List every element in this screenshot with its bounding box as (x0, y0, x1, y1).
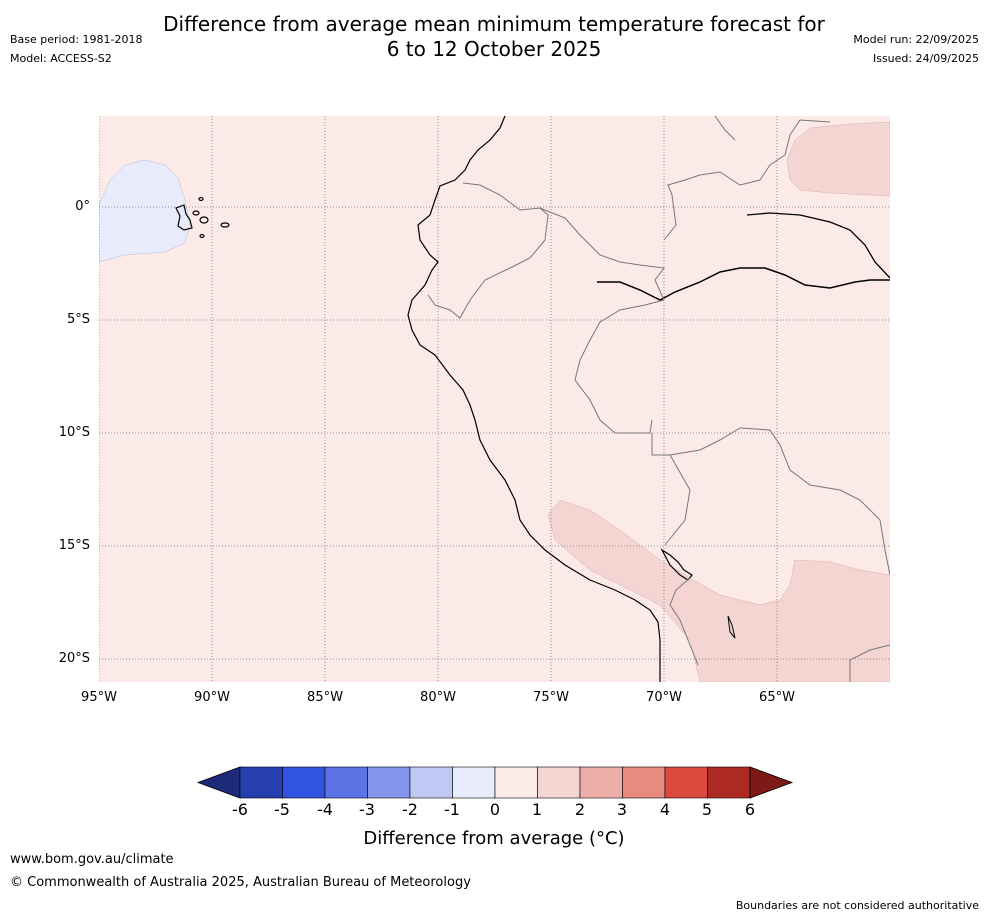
colorbar-segment (367, 766, 411, 799)
colorbar-extend-high (749, 766, 794, 799)
lon-tick: 65°W (759, 690, 795, 705)
colorbar-segment (409, 766, 453, 799)
title-line-1: Difference from average mean minimum tem… (163, 12, 825, 36)
footer-note: Boundaries are not considered authoritat… (735, 899, 979, 912)
lon-tick: 95°W (81, 690, 117, 705)
lon-tick: 70°W (646, 690, 682, 705)
colorbar-segment (452, 766, 496, 799)
footer-url[interactable]: www.bom.gov.au/climate (10, 852, 174, 867)
colorbar-segment (537, 766, 581, 799)
lon-tick: 85°W (307, 690, 343, 705)
colorbar-label: 0 (489, 800, 501, 819)
rio-negro (746, 212, 890, 279)
colorbar-label: -6 (232, 800, 248, 819)
lon-tick: 75°W (533, 690, 569, 705)
colorbar-label: -3 (359, 800, 375, 819)
colorbar-segment (622, 766, 666, 799)
issued-date: Issued: 24/09/2025 (872, 52, 979, 65)
lat-tick: 0° (75, 199, 90, 214)
colorbar-segment (239, 766, 283, 799)
colorbar-segment (579, 766, 623, 799)
colorbar-label: 6 (744, 800, 756, 819)
colorbar-label: -1 (444, 800, 460, 819)
colorbar-label: -2 (402, 800, 418, 819)
chart-title: Difference from average mean minimum tem… (0, 12, 988, 62)
anomaly-region-warm-ne (786, 121, 890, 197)
title-line-2: 6 to 12 October 2025 (386, 37, 602, 61)
model-run: Model run: 22/09/2025 (853, 33, 979, 46)
colorbar-label: -4 (317, 800, 333, 819)
lat-tick: 5°S (66, 312, 90, 327)
colorbar-label: 2 (574, 800, 586, 819)
lat-tick: 10°S (58, 425, 90, 440)
gridlines (99, 116, 890, 682)
colorbar-segment (494, 766, 538, 799)
colorbar-extend-low (196, 766, 241, 799)
lon-tick: 80°W (420, 690, 456, 705)
colorbar-segment (707, 766, 751, 799)
map-background (99, 116, 890, 682)
model-name: Model: ACCESS-S2 (10, 52, 112, 65)
colorbar-label: 3 (616, 800, 628, 819)
colorbar-label: -5 (274, 800, 290, 819)
colorbar-label: 5 (701, 800, 713, 819)
colorbar-label: 1 (531, 800, 543, 819)
colorbar-segment (282, 766, 326, 799)
base-period: Base period: 1981-2018 (10, 33, 143, 46)
colorbar-title: Difference from average (°C) (363, 828, 625, 849)
colorbar-segment (664, 766, 708, 799)
lat-tick: 15°S (58, 538, 90, 553)
lake-poopo (727, 615, 736, 639)
colorbar-segment (324, 766, 368, 799)
amazon-river (597, 267, 890, 301)
anomaly-region-warm-s (547, 499, 890, 682)
galapagos-islands (175, 196, 230, 239)
anomaly-region-cool (99, 159, 191, 263)
lon-tick: 90°W (194, 690, 230, 705)
coastline (407, 116, 661, 682)
country-borders (427, 116, 890, 682)
colorbar-label: 4 (659, 800, 671, 819)
footer-copyright: © Commonwealth of Australia 2025, Austra… (10, 875, 471, 890)
lake-titicaca (660, 548, 693, 581)
lat-tick: 20°S (58, 651, 90, 666)
